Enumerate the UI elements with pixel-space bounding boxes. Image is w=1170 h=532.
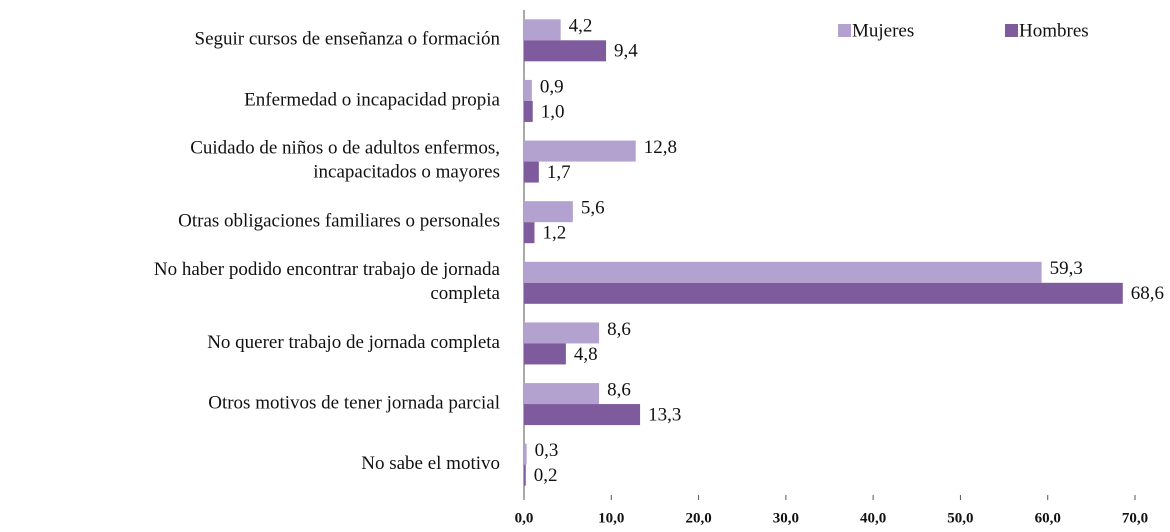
category-label: Cuidado de niños o de adultos enfermos, i… <box>190 138 500 183</box>
legend-swatch <box>1005 24 1018 37</box>
data-label: 8,6 <box>607 319 631 340</box>
data-label: 8,6 <box>607 379 631 400</box>
bar <box>524 383 600 405</box>
bar <box>524 79 532 101</box>
data-label: 4,8 <box>574 344 598 365</box>
category-label: Enfermedad o incapacidad propia <box>244 89 500 110</box>
bar <box>524 222 535 244</box>
data-label: 0,2 <box>534 465 558 486</box>
legend-swatch <box>838 24 851 37</box>
x-tick-label: 30,0 <box>773 510 799 526</box>
data-label: 9,4 <box>614 41 638 62</box>
x-tick-label: 10,0 <box>598 510 624 526</box>
bar <box>524 201 573 223</box>
category-label: Otros motivos de tener jornada parcial <box>208 392 500 413</box>
bar <box>524 100 533 122</box>
x-tick-label: 50,0 <box>947 510 973 526</box>
bar <box>524 40 607 62</box>
data-label: 12,8 <box>644 137 677 158</box>
data-label: 5,6 <box>581 198 605 219</box>
x-tick-label: 60,0 <box>1035 510 1061 526</box>
data-label: 4,2 <box>569 16 593 37</box>
bar <box>524 140 636 162</box>
data-label: 59,3 <box>1050 258 1083 279</box>
data-label: 68,6 <box>1131 283 1164 304</box>
bar <box>524 404 641 426</box>
x-tick-label: 70,0 <box>1122 510 1148 526</box>
category-label: No haber podido encontrar trabajo de jor… <box>154 259 501 304</box>
category-label: Seguir cursos de enseñanza o formación <box>195 29 501 50</box>
data-label: 1,0 <box>541 101 565 122</box>
x-tick-label: 40,0 <box>860 510 886 526</box>
category-label: Otras obligaciones familiares o personal… <box>178 211 500 232</box>
bar <box>524 443 527 465</box>
x-tick-label: 20,0 <box>685 510 711 526</box>
category-label: No sabe el motivo <box>361 453 500 474</box>
legend-label: Hombres <box>1019 20 1089 41</box>
data-label: 0,3 <box>535 440 559 461</box>
data-label: 1,2 <box>542 223 566 244</box>
data-label: 13,3 <box>648 404 681 425</box>
bar <box>524 322 600 344</box>
bar <box>524 161 539 183</box>
bar <box>524 282 1123 304</box>
category-label: No querer trabajo de jornada completa <box>207 332 500 353</box>
bar <box>524 19 561 41</box>
bar <box>524 343 566 365</box>
bar <box>524 464 526 486</box>
bar <box>524 261 1042 283</box>
data-label: 0,9 <box>540 76 564 97</box>
legend-label: Mujeres <box>852 20 914 41</box>
x-tick-label: 0,0 <box>515 510 534 526</box>
data-label: 1,7 <box>547 162 571 183</box>
